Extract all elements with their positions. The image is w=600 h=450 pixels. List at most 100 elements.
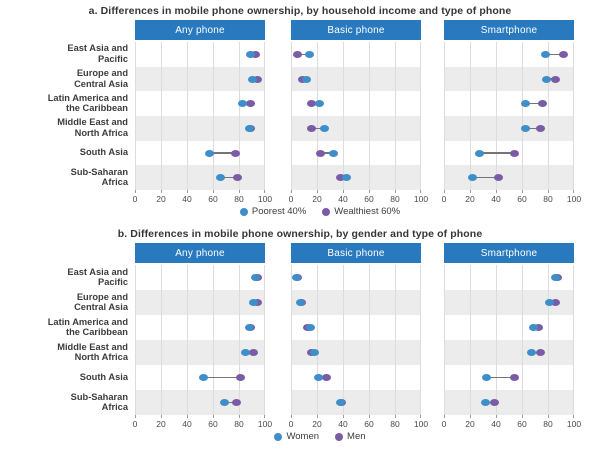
gridline xyxy=(161,42,162,190)
x-tick-mark xyxy=(496,415,497,418)
legend: Poorest 40% Wealthiest 60% xyxy=(80,206,560,217)
gridline xyxy=(395,265,396,415)
legend-dot-icon xyxy=(239,207,248,216)
x-tick-label: 40 xyxy=(182,419,192,429)
x-tick-mark xyxy=(135,190,136,193)
legend-label: Men xyxy=(347,431,366,442)
gridline xyxy=(264,265,265,415)
x-tick-mark xyxy=(291,190,292,193)
gridline xyxy=(522,265,523,415)
dot-wealthiest-60 xyxy=(551,75,561,83)
panel-header-any-phone: Any phone xyxy=(135,243,265,263)
x-tick-mark xyxy=(135,415,136,418)
dot-poorest-40 xyxy=(342,174,352,182)
dot-wealthiest-60 xyxy=(559,50,569,58)
x-tick-label: 20 xyxy=(156,419,166,429)
x-tick-mark xyxy=(161,190,162,193)
x-tick-label: 100 xyxy=(566,194,582,204)
dot-women xyxy=(335,399,345,406)
category-label-latin-america-and-the-caribbean: Latin America and the Caribbean xyxy=(47,316,128,338)
x-tick-label: 40 xyxy=(491,419,501,429)
row-band xyxy=(444,91,574,116)
row-band xyxy=(291,140,421,166)
dot-poorest-40 xyxy=(468,174,478,182)
row-band xyxy=(291,390,421,415)
dot-women xyxy=(526,349,536,356)
dot-poorest-40 xyxy=(216,174,226,182)
dot-poorest-40 xyxy=(315,100,325,108)
dot-women xyxy=(295,299,305,306)
category-label-south-asia: South Asia xyxy=(79,147,128,158)
row-band xyxy=(135,265,265,290)
x-tick-label: 0 xyxy=(132,419,138,429)
panel-header-basic-phone: Basic phone xyxy=(291,243,421,263)
x-tick-label: 60 xyxy=(517,419,527,429)
row-band xyxy=(135,66,265,92)
dumbbell-connector xyxy=(203,376,241,379)
row-band xyxy=(135,140,265,166)
dot-wealthiest-60 xyxy=(509,149,519,157)
dot-men xyxy=(321,374,331,381)
dot-poorest-40 xyxy=(302,75,312,83)
x-tick-mark xyxy=(343,415,344,418)
dot-men xyxy=(535,349,545,356)
dot-women xyxy=(241,349,250,356)
row-band xyxy=(444,165,574,190)
x-tick-mark xyxy=(317,415,318,418)
dumbbell-connector xyxy=(486,376,515,379)
x-tick-label: 60 xyxy=(517,194,527,204)
gridline xyxy=(369,265,370,415)
dot-women xyxy=(529,324,539,331)
dot-poorest-40 xyxy=(542,75,552,83)
x-tick-mark xyxy=(187,190,188,193)
x-tick-label: 60 xyxy=(364,419,374,429)
dot-men xyxy=(509,374,519,381)
row-band xyxy=(444,340,574,365)
x-tick-mark xyxy=(420,415,421,418)
dot-poorest-40 xyxy=(329,149,339,157)
dot-wealthiest-60 xyxy=(538,100,548,108)
gridline xyxy=(343,42,344,190)
legend-item-poorest-40: Poorest 40% xyxy=(239,206,306,217)
x-tick-label: 100 xyxy=(413,419,429,429)
x-tick-label: 100 xyxy=(257,194,273,204)
x-tick-label: 40 xyxy=(182,194,192,204)
panel-header-smartphone: Smartphone xyxy=(444,20,574,40)
x-tick-mark xyxy=(264,415,265,418)
x-tick-label: 60 xyxy=(208,194,218,204)
x-tick-mark xyxy=(548,415,549,418)
row-band xyxy=(444,315,574,340)
x-tick-label: 0 xyxy=(288,419,294,429)
row-band xyxy=(135,390,265,415)
gridline xyxy=(239,265,240,415)
row-band xyxy=(135,116,265,141)
dot-poorest-40 xyxy=(246,50,256,58)
x-tick-label: 80 xyxy=(234,194,244,204)
dot-wealthiest-60 xyxy=(307,124,317,132)
dot-poorest-40 xyxy=(521,124,531,132)
legend-label: Women xyxy=(286,431,320,442)
x-tick-label: 0 xyxy=(441,419,447,429)
dot-poorest-40 xyxy=(204,149,214,157)
x-tick-label: 20 xyxy=(312,419,322,429)
dot-women xyxy=(220,399,230,406)
gridline xyxy=(420,265,421,415)
dot-poorest-40 xyxy=(247,75,257,83)
gridline xyxy=(573,42,574,190)
x-tick-mark xyxy=(573,190,574,193)
dot-women xyxy=(244,324,254,331)
gridline xyxy=(213,265,214,415)
gridline xyxy=(470,42,471,190)
category-label-east-asia-and-pacific: East Asia and Pacific xyxy=(67,266,128,288)
x-tick-mark xyxy=(161,415,162,418)
panel-plot-any-phone xyxy=(135,42,265,190)
dot-women xyxy=(309,349,319,356)
row-band xyxy=(444,390,574,415)
dumbbell-connector xyxy=(525,102,543,105)
x-tick-label: 20 xyxy=(465,194,475,204)
gridline xyxy=(548,265,549,415)
dot-poorest-40 xyxy=(521,100,531,108)
gridline xyxy=(548,42,549,190)
dot-wealthiest-60 xyxy=(293,50,302,58)
